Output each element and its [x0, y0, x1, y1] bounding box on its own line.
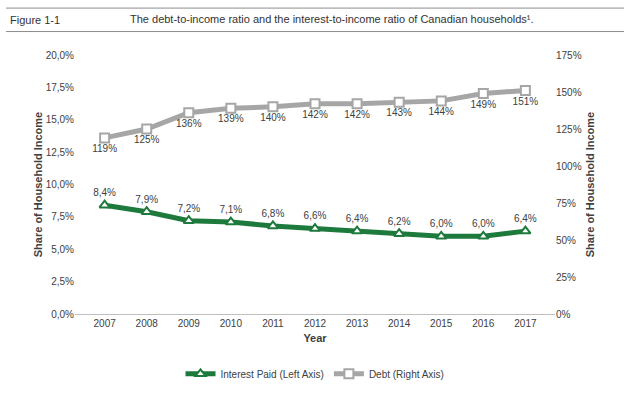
svg-text:6,0%: 6,0% — [430, 218, 453, 229]
svg-text:100%: 100% — [556, 161, 582, 172]
svg-text:2011: 2011 — [262, 318, 284, 329]
svg-text:6,8%: 6,8% — [262, 208, 285, 219]
svg-text:2013: 2013 — [346, 318, 369, 329]
svg-text:7,5%: 7,5% — [51, 211, 74, 222]
svg-text:12,5%: 12,5% — [46, 147, 74, 158]
svg-text:151%: 151% — [513, 96, 539, 107]
svg-text:0,0%: 0,0% — [51, 309, 74, 320]
svg-text:2016: 2016 — [472, 318, 495, 329]
svg-text:Share of Household Income: Share of Household Income — [584, 112, 596, 257]
svg-text:2008: 2008 — [136, 318, 159, 329]
svg-text:149%: 149% — [471, 99, 497, 110]
svg-text:119%: 119% — [92, 143, 117, 154]
svg-text:17,5%: 17,5% — [46, 82, 74, 93]
svg-text:0%: 0% — [556, 309, 571, 320]
svg-text:144%: 144% — [428, 106, 454, 117]
svg-text:50%: 50% — [556, 235, 576, 246]
svg-text:2007: 2007 — [94, 318, 117, 329]
svg-text:25%: 25% — [556, 272, 576, 283]
svg-text:142%: 142% — [302, 109, 328, 120]
svg-text:75%: 75% — [556, 198, 576, 209]
svg-text:20,0%: 20,0% — [46, 50, 74, 61]
svg-text:2017: 2017 — [514, 318, 537, 329]
svg-text:Year: Year — [303, 332, 327, 344]
svg-text:6,4%: 6,4% — [346, 213, 369, 224]
svg-text:Figure 1-1: Figure 1-1 — [10, 14, 60, 26]
svg-text:2012: 2012 — [304, 318, 327, 329]
svg-text:7,2%: 7,2% — [177, 203, 200, 214]
svg-text:150%: 150% — [556, 87, 582, 98]
svg-text:2009: 2009 — [178, 318, 201, 329]
svg-text:140%: 140% — [260, 112, 286, 123]
svg-text:2014: 2014 — [388, 318, 411, 329]
svg-text:139%: 139% — [218, 113, 244, 124]
svg-text:6,4%: 6,4% — [514, 213, 537, 224]
svg-text:125%: 125% — [556, 124, 582, 135]
svg-text:2010: 2010 — [220, 318, 243, 329]
svg-text:143%: 143% — [386, 107, 412, 118]
svg-text:125%: 125% — [134, 134, 160, 145]
svg-text:142%: 142% — [344, 109, 370, 120]
svg-text:5,0%: 5,0% — [51, 244, 74, 255]
svg-text:2015: 2015 — [430, 318, 453, 329]
svg-text:The debt-to-income ratio and t: The debt-to-income ratio and the interes… — [130, 13, 534, 25]
svg-text:6,0%: 6,0% — [472, 218, 495, 229]
svg-text:Share of Household Income: Share of Household Income — [32, 112, 44, 257]
svg-text:6,6%: 6,6% — [304, 210, 327, 221]
svg-text:8,4%: 8,4% — [93, 187, 116, 198]
svg-text:15,0%: 15,0% — [46, 114, 74, 125]
svg-text:Debt (Right Axis): Debt (Right Axis) — [369, 369, 444, 380]
svg-text:7,9%: 7,9% — [135, 194, 158, 205]
svg-text:2,5%: 2,5% — [51, 276, 74, 287]
svg-text:175%: 175% — [556, 50, 582, 61]
svg-text:136%: 136% — [176, 118, 202, 129]
svg-text:Interest Paid (Left Axis): Interest Paid (Left Axis) — [221, 369, 324, 380]
svg-text:6,2%: 6,2% — [388, 216, 411, 227]
svg-text:10,0%: 10,0% — [46, 179, 74, 190]
svg-text:7,1%: 7,1% — [219, 204, 242, 215]
